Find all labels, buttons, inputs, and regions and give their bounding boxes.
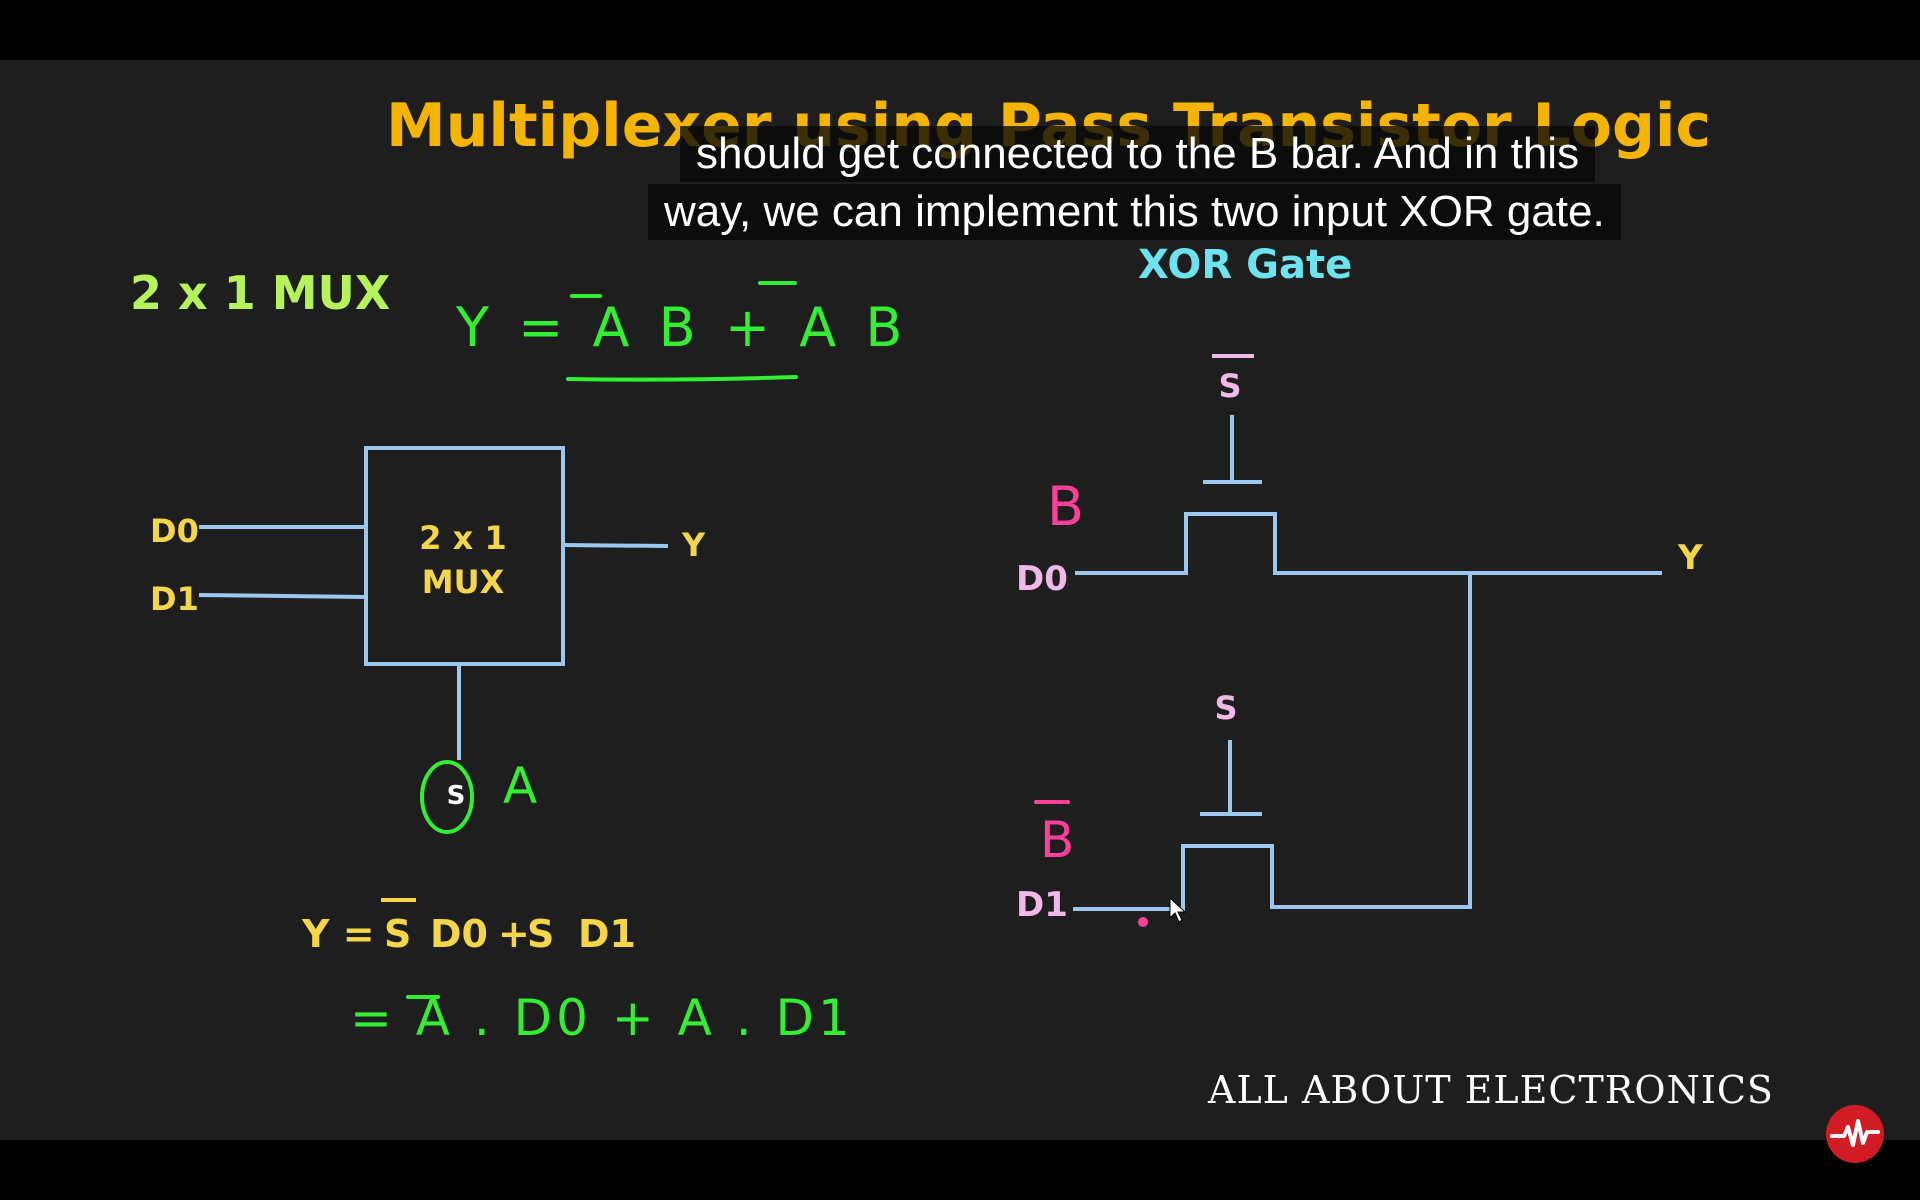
mux-eq-s-bar: S	[384, 912, 411, 956]
xor-output-label: Y	[1677, 538, 1703, 578]
xor-input-d1-label: D1	[1016, 885, 1068, 925]
waveform-icon	[1830, 1119, 1880, 1147]
y-wire	[562, 543, 669, 548]
mux-heading: 2 x 1 MUX	[130, 266, 390, 320]
bottom-transistor-channel	[1073, 844, 1470, 911]
top-transistor-channel	[1075, 512, 1662, 575]
mux-select-label: S	[447, 781, 466, 811]
xor-input-b-note: B	[1047, 475, 1084, 538]
mux-block	[364, 446, 565, 666]
xor-labels: S S B D0 B D1 Y	[1016, 354, 1703, 927]
xor-input-d0-label: D0	[1016, 559, 1068, 599]
caption-line-1[interactable]: should get connected to the B bar. And i…	[680, 126, 1596, 182]
mux-diagram: 2 x 1 MUX D0 D1 Y S A	[150, 446, 706, 834]
handwritten-expansion: = A . D0 + A . D1	[350, 989, 850, 1047]
handwritten-equation-text: Y = A B + A B	[455, 296, 908, 359]
mux-output-label: Y	[681, 526, 706, 564]
xor-heading: XOR Gate	[1138, 242, 1352, 288]
select-circle	[420, 760, 474, 834]
d1-wire	[198, 593, 367, 599]
mux-block-line1: 2 x 1	[419, 519, 506, 557]
mux-input-d0-label: D0	[150, 512, 199, 550]
mux-equation: Y = S D0 + S D1	[301, 898, 636, 956]
channel-logo-icon[interactable]	[1826, 1105, 1884, 1163]
select-note-a: A	[503, 757, 537, 815]
handwritten-equation: Y = A B + A B	[455, 281, 908, 382]
equation-underline	[566, 375, 798, 382]
mux-eq-d0: D0	[430, 912, 488, 956]
pen-dot	[1138, 917, 1148, 927]
mux-input-d1-label: D1	[150, 580, 199, 618]
mux-block-line2: MUX	[422, 563, 505, 601]
caption-line-2[interactable]: way, we can implement this two input XOR…	[648, 184, 1621, 240]
bottom-gate-label: S	[1214, 689, 1237, 727]
mux-eq-plus: +	[498, 912, 530, 956]
xor-circuit	[1073, 415, 1662, 911]
xor-input-bbar-note: B	[1040, 811, 1074, 869]
channel-watermark: ALL ABOUT ELECTRONICS	[1207, 1068, 1774, 1112]
video-frame[interactable]	[0, 60, 1920, 1140]
mux-eq-d1: D1	[578, 912, 636, 956]
mux-eq-s: S	[527, 912, 554, 956]
mouse-pointer-icon	[1169, 896, 1187, 923]
mux-eq-lhs: Y =	[301, 912, 375, 956]
top-gate-label: S	[1218, 367, 1241, 405]
